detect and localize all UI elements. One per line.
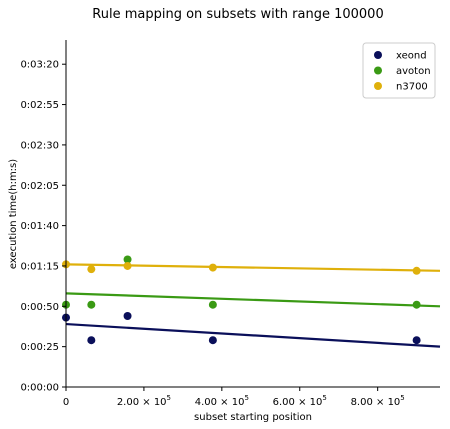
chart-title: Rule mapping on subsets with range 10000… bbox=[92, 7, 383, 22]
y-tick-label: 0:00:00 bbox=[20, 383, 59, 394]
legend: xeond avoton n3700 bbox=[362, 42, 436, 99]
data-point-avoton-4 bbox=[412, 300, 421, 309]
legend-label-avoton: avoton bbox=[396, 66, 431, 77]
trend-line-n3700 bbox=[65, 263, 441, 272]
y-axis-label: execution time(h:m:s) bbox=[8, 159, 19, 269]
data-point-n3700-4 bbox=[412, 266, 421, 275]
y-tick-label: 0:02:30 bbox=[20, 140, 59, 151]
y-tick-label: 0:00:25 bbox=[20, 342, 59, 353]
legend-label-xeond: xeond bbox=[396, 51, 427, 62]
data-point-n3700-2 bbox=[123, 261, 132, 270]
y-tick-label: 0:02:05 bbox=[20, 181, 59, 192]
data-point-xeond-3 bbox=[208, 336, 217, 345]
trend-line-avoton bbox=[65, 292, 441, 308]
data-point-n3700-1 bbox=[87, 265, 96, 274]
axes: 0:00:00 0:00:25 0:00:50 0:01:15 0:01:40 0:02:… bbox=[20, 40, 440, 408]
x-axis-label: subset starting position bbox=[194, 412, 312, 423]
y-tick-label: 0:00:50 bbox=[20, 302, 59, 313]
data-point-avoton-3 bbox=[208, 300, 217, 309]
y-tick-label: 0:02:55 bbox=[20, 100, 59, 111]
trend-line-xeond bbox=[65, 322, 441, 348]
x-tick-label: 6.00 × 105 bbox=[273, 394, 327, 408]
x-tick-label: 8.00 × 105 bbox=[351, 394, 405, 408]
y-tick-label: 0:01:40 bbox=[20, 221, 59, 232]
data-point-avoton-2 bbox=[123, 255, 132, 264]
legend-marker-xeond bbox=[374, 51, 382, 59]
data-point-xeond-4 bbox=[412, 336, 421, 345]
plot-area bbox=[62, 255, 441, 348]
data-point-xeond-1 bbox=[87, 336, 96, 345]
data-point-avoton-1 bbox=[87, 300, 96, 309]
legend-marker-n3700 bbox=[374, 82, 382, 90]
x-tick-label: 4.00 × 105 bbox=[195, 394, 249, 408]
data-point-xeond-2 bbox=[123, 311, 132, 320]
x-tick-label: 2.00 × 105 bbox=[117, 394, 171, 408]
legend-marker-avoton bbox=[374, 66, 382, 75]
y-tick-label: 0:01:15 bbox=[20, 261, 59, 272]
x-tick-label: 0 bbox=[63, 397, 69, 408]
y-tick-label: 0:03:20 bbox=[20, 60, 59, 71]
legend-label-n3700: n3700 bbox=[396, 82, 428, 93]
data-point-n3700-3 bbox=[208, 263, 217, 272]
